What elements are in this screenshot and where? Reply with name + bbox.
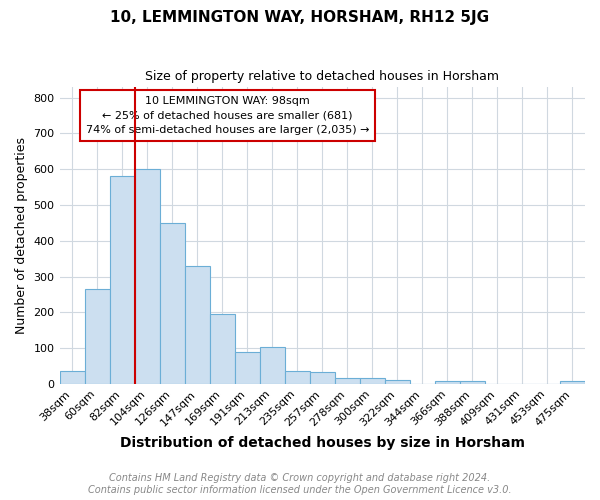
Bar — [460, 382, 485, 384]
Bar — [85, 289, 110, 384]
Bar — [385, 380, 410, 384]
Bar — [335, 378, 360, 384]
Title: Size of property relative to detached houses in Horsham: Size of property relative to detached ho… — [145, 70, 499, 83]
Bar — [435, 382, 460, 384]
Bar — [235, 352, 260, 384]
X-axis label: Distribution of detached houses by size in Horsham: Distribution of detached houses by size … — [120, 436, 525, 450]
Bar — [560, 382, 585, 384]
Bar — [110, 176, 134, 384]
Bar — [160, 223, 185, 384]
Bar — [285, 370, 310, 384]
Text: Contains HM Land Registry data © Crown copyright and database right 2024.
Contai: Contains HM Land Registry data © Crown c… — [88, 474, 512, 495]
Bar — [134, 169, 160, 384]
Text: 10, LEMMINGTON WAY, HORSHAM, RH12 5JG: 10, LEMMINGTON WAY, HORSHAM, RH12 5JG — [110, 10, 490, 25]
Bar — [209, 314, 235, 384]
Bar — [260, 347, 285, 384]
Bar — [310, 372, 335, 384]
Bar — [59, 370, 85, 384]
Text: 10 LEMMINGTON WAY: 98sqm
← 25% of detached houses are smaller (681)
74% of semi-: 10 LEMMINGTON WAY: 98sqm ← 25% of detach… — [86, 96, 370, 136]
Y-axis label: Number of detached properties: Number of detached properties — [15, 137, 28, 334]
Bar — [185, 266, 209, 384]
Bar — [360, 378, 385, 384]
